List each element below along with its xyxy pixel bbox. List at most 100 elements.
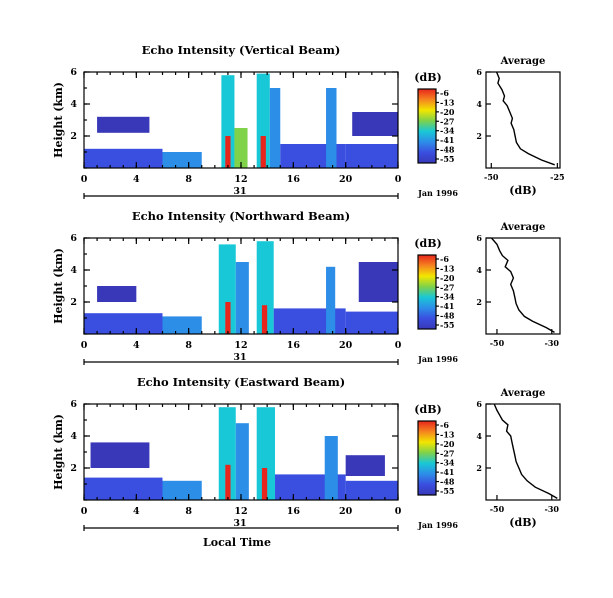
colorbar-tick-label: -13 <box>440 429 455 439</box>
colorbar-tick-label: -27 <box>440 282 454 292</box>
heatmap-cell <box>97 286 137 302</box>
x-tick-label: 4 <box>133 174 140 185</box>
x-tick-label: 20 <box>339 506 353 517</box>
colorbar-unit: (dB) <box>414 71 441 84</box>
x-tick-label: 0 <box>395 340 402 351</box>
heatmap-cell <box>97 116 150 133</box>
average-x-label: (dB) <box>509 516 536 529</box>
colorbar-tick-label: -20 <box>440 273 455 283</box>
date-label: 31 <box>233 352 246 363</box>
heatmap-cell <box>84 313 163 334</box>
average-y-tick-label: 6 <box>476 233 482 243</box>
colorbar-tick-label: -20 <box>440 439 455 449</box>
x-tick-label: 0 <box>395 506 402 517</box>
heatmap-cell <box>234 128 248 168</box>
colorbar-tick-label: -48 <box>440 145 455 155</box>
colorbar-tick-label: -27 <box>440 448 454 458</box>
heatmap-cell <box>225 464 231 500</box>
x-tick-label: 12 <box>234 174 247 185</box>
y-tick-label: 4 <box>70 431 77 442</box>
colorbar-tick-label: -34 <box>440 458 455 468</box>
heatmap-cell <box>235 423 249 500</box>
x-tick-label: 8 <box>185 340 192 351</box>
heatmap-cell <box>84 477 163 500</box>
y-tick-label: 4 <box>70 99 77 110</box>
date-label: 31 <box>233 518 246 529</box>
heatmap-cell <box>221 75 235 168</box>
panel-title: Echo Intensity (Northward Beam) <box>132 209 350 223</box>
heatmap-cell <box>261 468 268 500</box>
panel-title: Echo Intensity (Eastward Beam) <box>137 375 345 389</box>
colorbar-unit: (dB) <box>414 403 441 416</box>
colorbar-tick-label: -55 <box>440 320 454 330</box>
heatmap-cell <box>256 73 270 168</box>
average-y-tick-label: 6 <box>476 399 482 409</box>
colorbar-tick-label: -34 <box>440 292 455 302</box>
heatmap-cell <box>218 407 236 500</box>
heatmap-cell <box>326 88 337 168</box>
heatmap-cell <box>235 262 249 334</box>
heatmap-cell <box>326 266 336 334</box>
colorbar-tick-label: -34 <box>440 126 455 136</box>
x-tick-label: 20 <box>339 340 353 351</box>
average-x-tick-label: -30 <box>545 504 560 514</box>
y-tick-label: 2 <box>70 463 77 474</box>
colorbar-tick-label: -13 <box>440 263 455 273</box>
date-suffix: Jan 1996 <box>417 520 458 530</box>
heatmap-cell <box>90 442 150 468</box>
heatmap-cell <box>162 152 202 168</box>
x-tick-label: 4 <box>133 506 140 517</box>
colorbar-tick-label: -27 <box>440 116 454 126</box>
date-label: 31 <box>233 186 246 197</box>
x-tick-label: 0 <box>81 506 88 517</box>
heatmap-cell <box>269 88 281 168</box>
y-axis-label: Height (km) <box>52 248 65 324</box>
average-title: Average <box>500 56 546 67</box>
x-tick-label: 8 <box>185 174 192 185</box>
y-tick-label: 2 <box>70 131 77 142</box>
average-profile-line <box>495 71 555 166</box>
average-title: Average <box>500 388 546 399</box>
average-profile-line <box>493 403 558 500</box>
y-axis-label: Height (km) <box>52 82 65 158</box>
x-tick-label: 0 <box>81 174 88 185</box>
panel-title: Echo Intensity (Vertical Beam) <box>142 43 341 57</box>
average-frame <box>485 71 561 169</box>
heatmap-cell <box>345 311 398 334</box>
average-y-tick-label: 4 <box>476 431 482 441</box>
average-title: Average <box>500 222 546 233</box>
date-suffix: Jan 1996 <box>417 188 458 198</box>
colorbar-unit: (dB) <box>414 237 441 250</box>
heatmap-cell <box>225 302 231 334</box>
average-x-tick-label: -30 <box>545 338 560 348</box>
x-tick-label: 12 <box>234 506 247 517</box>
y-tick-label: 6 <box>70 399 77 410</box>
y-tick-label: 2 <box>70 297 77 308</box>
average-frame <box>485 403 561 501</box>
colorbar-tick-label: -41 <box>440 467 454 477</box>
x-tick-label: 12 <box>234 340 247 351</box>
average-x-tick-label: -50 <box>484 172 499 182</box>
heatmap-cell <box>84 148 163 168</box>
average-x-tick-label: -25 <box>550 172 564 182</box>
average-x-label: (dB) <box>509 184 536 197</box>
average-y-tick-label: 2 <box>476 131 482 141</box>
colorbar-tick-label: -41 <box>440 135 454 145</box>
heatmap-cell <box>162 480 202 500</box>
colorbar-tick-label: -6 <box>440 420 449 430</box>
x-tick-label: 16 <box>287 340 301 351</box>
colorbar-frame <box>417 254 437 330</box>
x-tick-label: 16 <box>287 506 301 517</box>
colorbar-tick-label: -48 <box>440 477 455 487</box>
heatmap-cell <box>345 144 398 168</box>
average-y-tick-label: 6 <box>476 67 482 77</box>
average-x-tick-label: -50 <box>490 504 505 514</box>
colorbar-tick-label: -55 <box>440 154 454 164</box>
average-y-tick-label: 2 <box>476 297 482 307</box>
colorbar-tick-label: -13 <box>440 97 455 107</box>
average-x-tick-label: -50 <box>490 338 505 348</box>
x-tick-label: 8 <box>185 506 192 517</box>
average-y-tick-label: 4 <box>476 265 482 275</box>
y-tick-label: 6 <box>70 233 77 244</box>
